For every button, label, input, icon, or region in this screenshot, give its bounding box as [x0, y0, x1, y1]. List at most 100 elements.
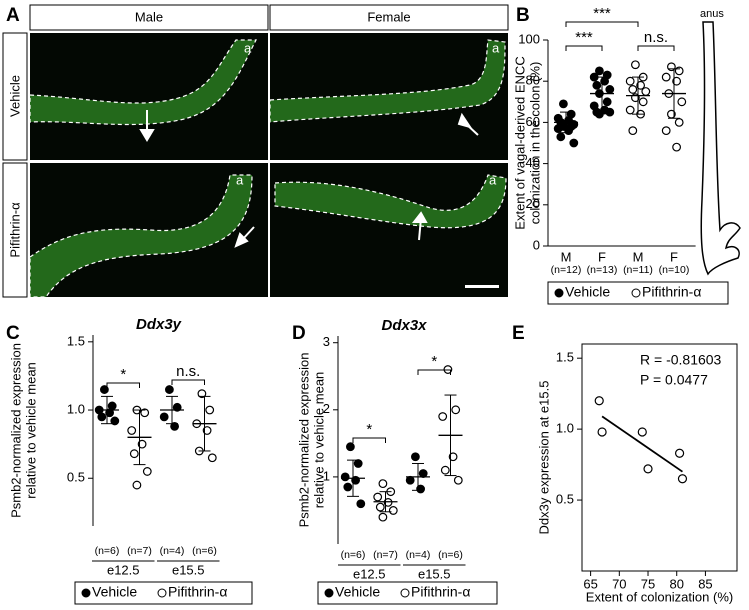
sig-bracket	[565, 21, 639, 27]
y-tick-label: 80	[526, 73, 540, 88]
x-tick-label: M	[561, 249, 572, 264]
data-point	[625, 76, 635, 86]
data-point	[672, 142, 681, 152]
sig-bracket	[417, 369, 451, 375]
data-point	[556, 132, 566, 142]
data-point	[207, 453, 217, 463]
data-point	[170, 422, 180, 431]
data-point	[346, 442, 355, 452]
data-point	[110, 416, 120, 426]
legend-box	[547, 281, 729, 305]
data-point	[674, 117, 684, 127]
data-point	[605, 85, 615, 94]
y-tick-label: 20	[526, 196, 540, 211]
data-point	[638, 97, 648, 107]
data-point	[383, 498, 393, 507]
n-label: (n=11)	[623, 264, 653, 276]
y-tick-label: 100	[518, 31, 540, 46]
data-point	[356, 499, 366, 509]
legend-label: Vehicle	[565, 284, 610, 300]
y-tick-label: 0	[533, 237, 540, 252]
legend-label: Pifithrin-α	[411, 584, 470, 600]
data-point	[99, 385, 109, 394]
x-tick-label: F	[670, 249, 678, 264]
header-box	[29, 4, 269, 31]
legend-box	[74, 581, 253, 605]
x-tick-label: 80	[669, 576, 683, 591]
diagram-label: anus	[700, 8, 724, 20]
panel-label: C	[6, 323, 20, 344]
data-point	[592, 80, 602, 90]
sig-label: n.s.	[176, 363, 200, 380]
scale-bar	[465, 285, 499, 288]
data-point	[636, 80, 645, 90]
sig-bracket	[565, 45, 603, 51]
legend-label: Pifithrin-α	[642, 284, 701, 300]
data-point	[438, 412, 448, 421]
n-label: (n=10)	[659, 264, 690, 276]
data-point	[594, 396, 604, 406]
legend-marker	[400, 588, 410, 598]
data-point	[595, 109, 604, 119]
legend-marker	[554, 288, 564, 298]
panel-label: D	[292, 323, 306, 344]
data-point	[343, 482, 353, 492]
data-point	[641, 87, 651, 96]
y-tick-label: 40	[526, 155, 540, 170]
x-tick-label: 70	[612, 576, 626, 591]
sig-label: ***	[575, 29, 593, 46]
x-tick-label: M	[633, 249, 644, 264]
colon-outline	[29, 39, 257, 126]
data-point	[202, 426, 212, 435]
y-tick-label: 1	[323, 468, 330, 483]
column-label: Female	[367, 9, 410, 24]
row-box	[2, 162, 28, 298]
data-point	[132, 480, 142, 490]
y-axis-label: colonization in the colon (%)	[527, 62, 542, 225]
data-point	[628, 126, 638, 136]
y-tick-label: 0.5	[67, 470, 85, 485]
data-point	[595, 66, 604, 76]
data-point	[674, 448, 685, 458]
n-label: (n=6)	[192, 545, 217, 557]
data-point	[628, 85, 638, 94]
header-box	[269, 4, 509, 31]
data-point	[672, 76, 681, 86]
data-point	[631, 60, 640, 70]
data-point	[205, 405, 215, 415]
n-label: (n=4)	[406, 549, 431, 561]
data-point	[140, 408, 150, 418]
n-label: (n=12)	[551, 264, 582, 276]
tag: a	[492, 40, 500, 55]
row-box	[2, 32, 28, 161]
n-label: (n=6)	[438, 549, 463, 561]
data-point	[159, 412, 169, 422]
data-point	[129, 449, 139, 459]
data-point	[677, 97, 687, 107]
data-point	[602, 97, 612, 107]
data-point	[451, 405, 461, 415]
y-axis-label: Ddx3y expression at e15.5	[536, 381, 551, 535]
annotation: P = 0.0477	[640, 372, 708, 388]
colon-outline	[274, 174, 507, 229]
data-point	[97, 412, 107, 422]
sig-label: *	[366, 421, 372, 438]
y-tick-label: 1.0	[556, 421, 574, 436]
sig-bracket	[106, 382, 140, 388]
y-tick-label: 2	[323, 401, 330, 416]
sig-bracket	[637, 45, 675, 51]
n-label: (n=4)	[160, 545, 185, 557]
plot-frame	[581, 343, 738, 572]
panel-label: A	[6, 5, 20, 26]
data-point	[637, 427, 647, 437]
legend-marker	[81, 588, 91, 598]
image-panel: Male Female Vehicle Pifithrin-α a a a a	[2, 4, 509, 298]
data-point	[605, 107, 615, 117]
y-axis-label: relative to vehicle mean	[23, 362, 38, 499]
data-point	[674, 66, 684, 76]
data-point	[164, 385, 174, 394]
y-axis-label: relative to vehicle mean	[311, 372, 326, 509]
legend-box	[317, 581, 498, 605]
data-point	[405, 475, 415, 485]
